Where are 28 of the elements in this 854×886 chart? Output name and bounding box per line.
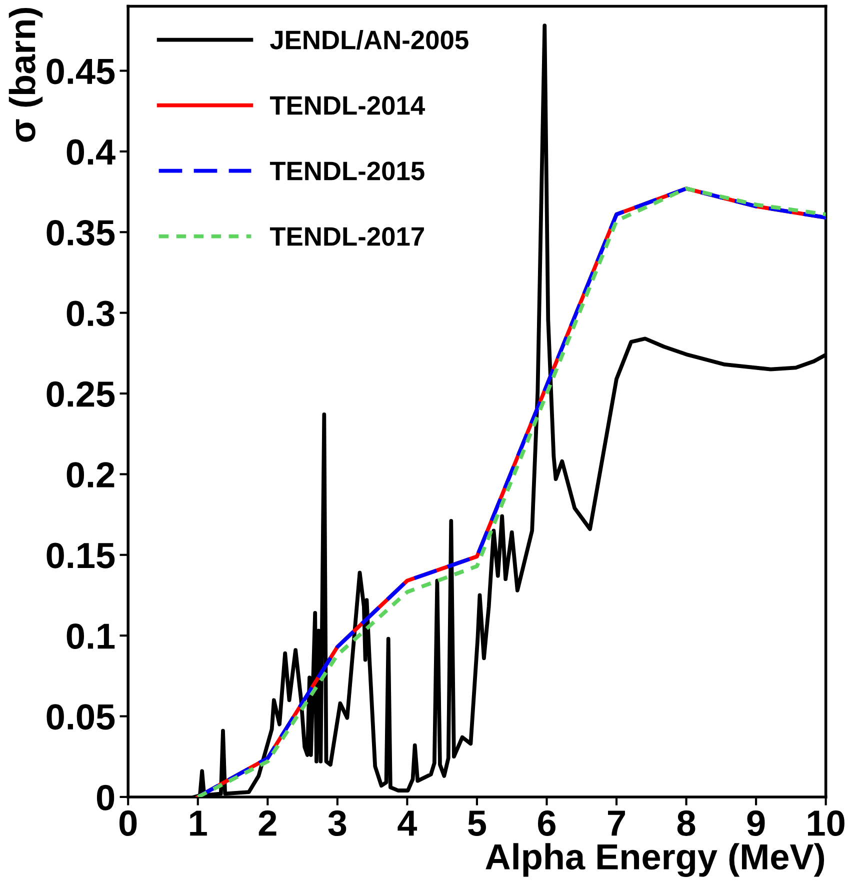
line-series xyxy=(196,186,826,797)
x-tick-label: 0 xyxy=(119,810,137,836)
y-tick-label: 0.1 xyxy=(66,623,115,650)
legend-label: JENDL/AN-2005 xyxy=(270,30,468,50)
legend-label: TENDL-2015 xyxy=(270,162,424,180)
x-tick-label: 10 xyxy=(808,810,844,836)
x-tick-label: 8 xyxy=(677,810,696,836)
y-tick-label: 0.35 xyxy=(46,220,115,246)
x-tick-label: 9 xyxy=(747,810,765,836)
x-tick-label: 6 xyxy=(538,810,556,836)
legend-label: TENDL-2017 xyxy=(270,227,424,246)
y-tick-label: 0.05 xyxy=(46,704,115,730)
x-tick-label: 4 xyxy=(398,810,418,836)
y-tick-label: 0 xyxy=(96,784,114,810)
y-tick-label: 0.2 xyxy=(66,462,114,488)
x-tick-label: 3 xyxy=(328,810,346,836)
x-tick-label: 7 xyxy=(608,810,625,836)
y-tick-label: 0.45 xyxy=(46,58,115,84)
y-tick-label: 0.4 xyxy=(66,139,116,165)
x-axis-title: Alpha Energy (MeV) xyxy=(486,843,824,877)
y-tick-label: 0.25 xyxy=(46,381,115,407)
y-tick-label: 0.3 xyxy=(66,300,114,326)
legend-label: TENDL-2014 xyxy=(270,96,425,115)
y-tick-label: 0.15 xyxy=(46,542,115,568)
x-tick-label: 2 xyxy=(258,810,276,836)
x-tick-label: 1 xyxy=(190,810,207,836)
y-axis-title: σ (barn) xyxy=(8,8,43,142)
x-tick-label: 5 xyxy=(468,810,486,836)
